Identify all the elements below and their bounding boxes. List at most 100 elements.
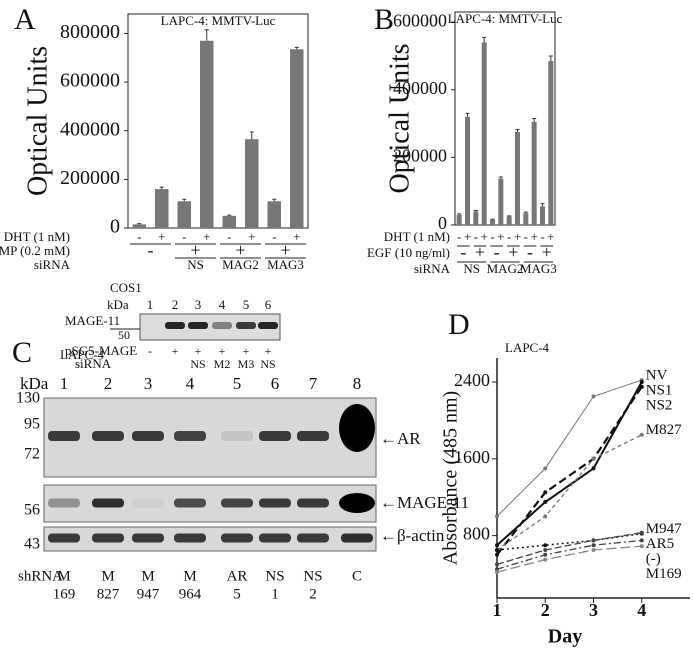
- series-line: [496, 379, 642, 517]
- point: [495, 552, 499, 557]
- lane-number: 3: [195, 297, 202, 312]
- series-label: AR5: [646, 536, 674, 552]
- bar: [481, 42, 487, 225]
- lane-label: M: [183, 568, 196, 584]
- blot-title: COS1: [110, 280, 142, 295]
- lane-number: 2: [172, 297, 179, 312]
- point: [591, 543, 596, 548]
- condition-value: MAG2: [222, 257, 259, 272]
- condition-value: +: [158, 229, 165, 244]
- band: [297, 431, 329, 441]
- band: [297, 533, 329, 543]
- series-line: [496, 381, 643, 546]
- condition-value: +: [542, 242, 552, 262]
- lane-number: 7: [309, 374, 318, 393]
- lane-label: M: [141, 568, 154, 584]
- lane-label: 1: [271, 586, 279, 602]
- bar: [490, 219, 495, 225]
- condition-value: -: [460, 242, 466, 262]
- marker-label: 43: [24, 536, 40, 553]
- lane-label: 5: [233, 586, 241, 602]
- lane-label: 827: [97, 586, 120, 602]
- condition-label: EGF (10 ng/ml): [367, 245, 450, 260]
- x-tick-label: 3: [589, 600, 598, 620]
- condition-value: -: [272, 229, 276, 244]
- row-value: NS: [260, 357, 275, 371]
- point: [591, 548, 596, 552]
- band: [221, 533, 253, 543]
- lane-label: C: [352, 568, 362, 584]
- point: [639, 380, 644, 384]
- error-bar: [294, 46, 299, 50]
- condition-value: MAG3: [267, 257, 304, 272]
- band: [259, 431, 291, 441]
- lane-label: M: [57, 568, 70, 584]
- band: [339, 404, 375, 452]
- condition-value: +: [475, 242, 485, 262]
- marker-label: 50: [118, 328, 130, 342]
- condition-label: DHT (1 nM): [384, 229, 450, 244]
- condition-value: -: [457, 229, 461, 244]
- panel-letter: A: [14, 3, 36, 36]
- condition-value: -: [524, 229, 528, 244]
- lane-label: 2: [309, 586, 317, 602]
- condition-value: +: [497, 229, 504, 244]
- y-tick-label: 800000: [60, 21, 120, 43]
- condition-value: -: [137, 229, 141, 244]
- condition-value: NS: [187, 257, 204, 272]
- band: [132, 498, 164, 508]
- bar: [155, 189, 169, 228]
- band: [92, 431, 124, 441]
- condition-value: +: [514, 229, 521, 244]
- lane-label: AR: [227, 568, 248, 584]
- point: [543, 557, 548, 562]
- y-tick-label: 0: [438, 213, 447, 233]
- band-label: MAGE-11: [65, 313, 120, 328]
- error-bar: [465, 112, 470, 117]
- point: [591, 538, 596, 543]
- point: [591, 466, 596, 471]
- condition-value: +: [235, 240, 245, 260]
- kda-label: kDa: [107, 297, 129, 312]
- error-bar: [227, 214, 232, 216]
- series-label: (-): [646, 551, 661, 567]
- series-label: NS1: [646, 383, 673, 399]
- series-line: [496, 386, 643, 556]
- condition-value: -: [182, 229, 186, 244]
- condition-value: +: [190, 240, 200, 260]
- condition-value: -: [490, 229, 494, 244]
- lane-number: 2: [104, 374, 113, 393]
- band: [48, 431, 80, 441]
- lane-number: 4: [186, 374, 195, 393]
- band: [48, 533, 80, 543]
- point: [543, 548, 548, 552]
- chart-title: LAPC-4: [505, 340, 550, 355]
- lane-label: NS: [265, 568, 284, 584]
- blot-title: LAPC-4: [60, 347, 105, 362]
- x-tick-label: 4: [637, 600, 646, 620]
- bar: [506, 216, 512, 225]
- row-value: +: [195, 344, 202, 358]
- error-bar: [515, 128, 520, 133]
- lane-label: M: [101, 568, 114, 584]
- y-tick-label: 200000: [60, 167, 120, 189]
- bar: [245, 139, 259, 228]
- x-tick-label: 2: [541, 600, 550, 620]
- condition-value: +: [280, 240, 290, 260]
- band: [165, 322, 185, 329]
- lane-number: 5: [233, 374, 242, 393]
- point: [495, 543, 499, 548]
- lane-label: 169: [53, 586, 76, 602]
- band: [339, 493, 375, 513]
- error-bar: [540, 203, 545, 207]
- y-tick-label: 600000: [393, 10, 447, 30]
- series-label: M169: [646, 566, 682, 582]
- chart-title: LAPC-4: MMTV-Luc: [448, 11, 563, 26]
- point: [495, 567, 499, 572]
- x-axis-label: Day: [548, 626, 582, 648]
- row-label: siRNA: [75, 356, 112, 371]
- error-bar: [457, 213, 462, 215]
- lane-label: 947: [137, 586, 160, 602]
- condition-value: +: [480, 229, 487, 244]
- condition-value: MAG2: [487, 261, 524, 276]
